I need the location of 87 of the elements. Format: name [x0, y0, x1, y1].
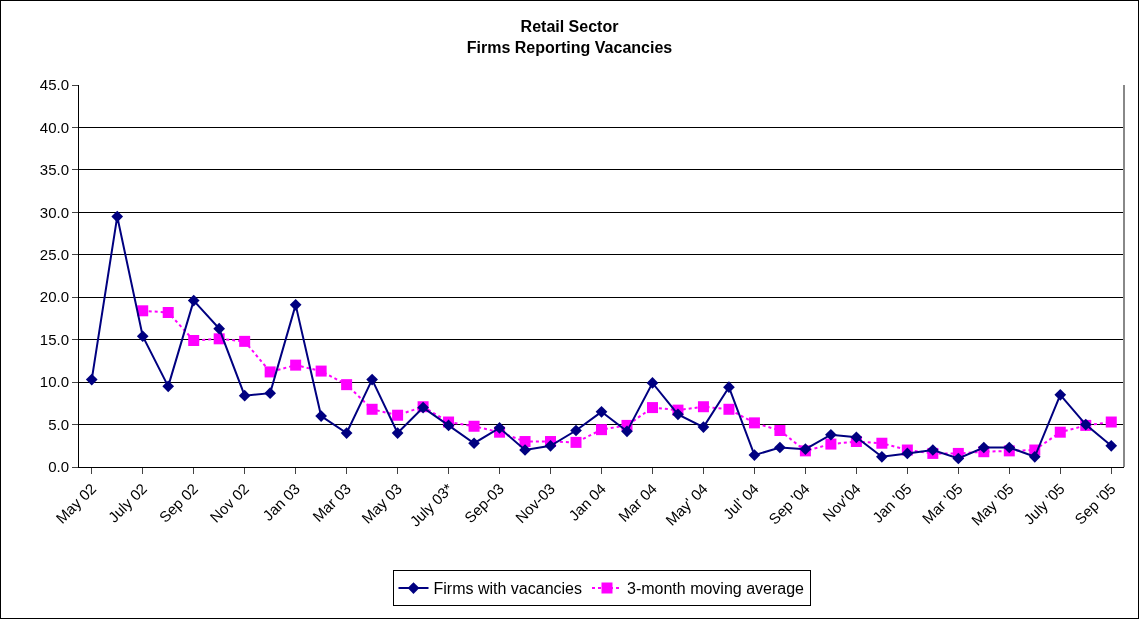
point: [264, 387, 277, 399]
y-tick-label: 25.0: [39, 246, 69, 264]
x-tick-label: July 02: [104, 479, 151, 526]
x-tick-label: May '05: [967, 479, 1017, 529]
y-tick-label: 15.0: [39, 330, 69, 348]
point: [1105, 416, 1117, 428]
point: [952, 452, 965, 465]
point: [596, 424, 607, 436]
point: [239, 335, 251, 347]
point: [723, 381, 735, 394]
point: [748, 449, 761, 461]
point: [468, 420, 480, 432]
point: [1054, 426, 1066, 438]
point: [162, 307, 174, 318]
point: [468, 437, 480, 450]
y-tick-label: 40.0: [39, 118, 69, 136]
point: [187, 294, 200, 307]
point: [519, 436, 531, 448]
point: [646, 377, 659, 389]
x-tick-label: Jan 04: [565, 479, 609, 524]
point: [315, 410, 327, 422]
point: [621, 425, 633, 438]
x-tick-label: Sep '05: [1071, 479, 1119, 528]
point: [442, 419, 455, 432]
x-tick-label: Mar '05: [918, 479, 966, 527]
y-tick-label: 10.0: [39, 373, 69, 391]
point: [672, 408, 684, 421]
point: [85, 373, 98, 386]
x-tick-label: Jul' 04: [719, 479, 762, 523]
point: [876, 450, 888, 463]
point: [774, 425, 786, 436]
point: [901, 447, 914, 460]
point: [264, 366, 276, 378]
point: [697, 401, 709, 413]
x-tick-label: May 03: [358, 479, 406, 527]
point: [570, 424, 582, 437]
point: [290, 359, 302, 371]
x-tick-label: July 03*: [406, 479, 457, 530]
y-tick-label: 20.0: [39, 288, 69, 306]
y-tick-label: 45.0: [39, 76, 69, 94]
x-tick-label: May 02: [52, 479, 100, 527]
point: [315, 365, 327, 377]
point: [697, 421, 710, 433]
point: [977, 441, 990, 454]
point: [188, 335, 200, 347]
point: [723, 403, 735, 415]
point: [774, 441, 786, 454]
point: [493, 422, 506, 434]
point: [340, 427, 353, 439]
x-tick-label: Mar 04: [614, 479, 660, 525]
x-tick-label: Nov 02: [206, 479, 253, 526]
x-tick-label: Mar 03: [309, 479, 355, 525]
point: [391, 427, 404, 439]
point: [366, 403, 378, 415]
point: [213, 322, 226, 335]
x-tick-label: Sep '04: [765, 479, 813, 528]
legend-label: Firms with vacancies: [433, 580, 582, 598]
point: [341, 379, 353, 391]
point: [392, 409, 404, 421]
point: [825, 438, 837, 450]
point: [850, 431, 863, 444]
point: [544, 439, 557, 452]
point: [570, 436, 582, 448]
y-tick-label: 30.0: [39, 203, 69, 221]
legend-label: 3-month moving average: [626, 580, 805, 598]
y-tick-label: 35.0: [39, 161, 69, 179]
point: [595, 405, 608, 418]
point: [136, 330, 149, 343]
x-tick-label: Sep 02: [155, 479, 202, 526]
point: [1105, 439, 1118, 452]
point: [1054, 388, 1067, 401]
point: [238, 389, 251, 402]
point: [289, 299, 302, 311]
x-tick-label: July '05: [1020, 479, 1068, 528]
point: [1028, 450, 1041, 463]
x-tick-label: Jan '05: [868, 479, 915, 526]
y-tick-label: 5.0: [48, 415, 69, 433]
point: [825, 428, 837, 441]
point: [748, 417, 760, 429]
chart-title: Retail Sector Firms Reporting Vacancies: [466, 17, 673, 56]
point: [162, 380, 175, 393]
point: [876, 437, 888, 449]
point: [1003, 441, 1016, 454]
x-tick-label: Jan 03: [259, 479, 304, 524]
y-tick-label: 0.0: [48, 458, 69, 476]
point: [366, 373, 378, 386]
point: [646, 402, 658, 414]
